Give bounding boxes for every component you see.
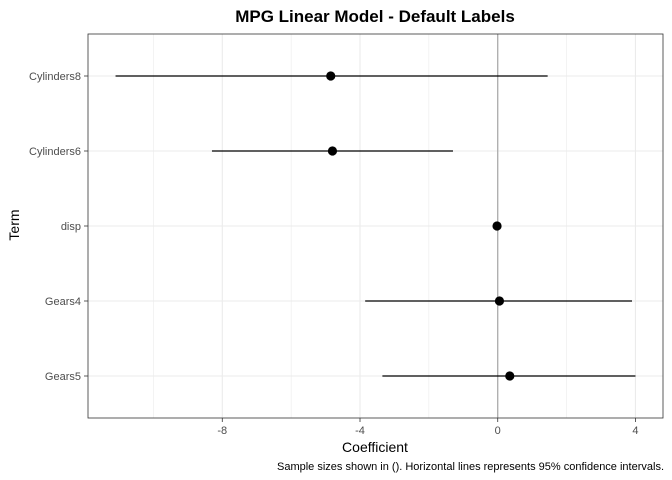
y-tick-label: Cylinders8	[29, 71, 81, 83]
axis-ticks: -8 -4 0 4 Cylinders8 Cylinders6 disp Gears4 Gear…	[29, 71, 638, 437]
y-axis-title: Term	[6, 209, 22, 240]
chart-title: MPG Linear Model - Default Labels	[235, 7, 515, 26]
x-axis-title: Coefficient	[342, 439, 408, 455]
y-tick-label: Gears4	[45, 296, 81, 308]
x-tick-label: 4	[632, 425, 638, 437]
x-tick-label: -4	[355, 425, 365, 437]
coefficient-point	[494, 296, 505, 306]
coefficient-marks	[115, 71, 636, 381]
y-tick-label: Gears5	[45, 371, 81, 383]
coefficient-point	[505, 371, 515, 381]
coefficient-point	[492, 221, 502, 231]
coefficient-point	[327, 146, 338, 156]
y-tick-label: Cylinders6	[29, 146, 81, 158]
coefficient-point	[326, 71, 336, 81]
chart-caption: Sample sizes shown in (). Horizontal lin…	[277, 461, 664, 473]
x-tick-label: -8	[217, 425, 227, 437]
x-tick-label: 0	[495, 425, 501, 437]
y-tick-label: disp	[61, 221, 81, 233]
grid-lines	[88, 34, 663, 418]
